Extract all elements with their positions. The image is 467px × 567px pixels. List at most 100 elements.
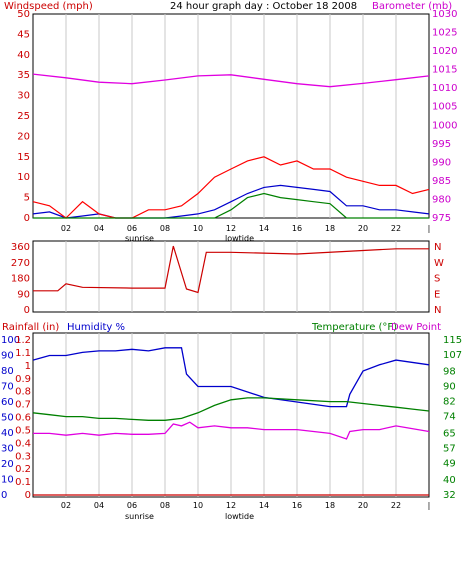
barometer-tick-4: 995 bbox=[432, 139, 451, 150]
rain-tick-4: 0.4 bbox=[15, 438, 31, 449]
wind-tick-2: 10 bbox=[17, 172, 30, 183]
barometer-tick-5: 1000 bbox=[432, 120, 457, 131]
humidity-tick-1: 10 bbox=[1, 475, 14, 486]
lowtide-marker-1: lowtide bbox=[225, 234, 254, 243]
temp-tick-5: 74 bbox=[443, 412, 456, 423]
barometer-tick-7: 1010 bbox=[432, 83, 457, 94]
compass-label-4: N bbox=[434, 305, 441, 316]
p1-x-tick-6: 12 bbox=[226, 224, 236, 233]
barometer-tick-11: 1030 bbox=[432, 9, 457, 20]
wind_low-line bbox=[33, 192, 429, 219]
wind-barometer-series bbox=[32, 73, 430, 219]
temp-humidity-series bbox=[32, 347, 430, 496]
barometer-right-axis: 975 980 985 990 995 1000 1005 1010 1015 1020 1025 1… bbox=[432, 9, 457, 224]
rain-tick-9: 0.9 bbox=[15, 374, 31, 385]
humidity-tick-6: 60 bbox=[1, 397, 14, 408]
temp-tick-7: 90 bbox=[443, 382, 456, 393]
p1-x-tick-11: 22 bbox=[391, 224, 401, 233]
p3-x-tick-2: 04 bbox=[94, 501, 104, 510]
barometer-line bbox=[32, 73, 430, 88]
wind_gust-line bbox=[32, 156, 430, 219]
rain-tick-7: 0.7 bbox=[15, 400, 31, 411]
p1-x-tick-1: 02 bbox=[61, 224, 71, 233]
rain-tick-0: 0 bbox=[25, 490, 31, 501]
humidity-axis: 0 10 20 30 40 50 60 70 80 90 100 bbox=[1, 335, 20, 501]
wind-tick-10: 50 bbox=[17, 9, 30, 20]
humidity-tick-8: 80 bbox=[1, 366, 14, 377]
dewpoint-line bbox=[33, 421, 430, 440]
p3-x-tick-12: | bbox=[428, 501, 431, 510]
p1-x-tick-12: | bbox=[428, 224, 431, 233]
p1-x-tick-4: 08 bbox=[160, 224, 170, 233]
barometer-tick-1: 980 bbox=[432, 194, 451, 205]
wind-tick-6: 30 bbox=[17, 91, 30, 102]
p1-x-tick-7: 14 bbox=[259, 224, 269, 233]
p1-x-tick-3: 06 bbox=[127, 224, 137, 233]
compass-label-1: W bbox=[434, 258, 444, 269]
temp-panel-grid bbox=[65, 333, 397, 497]
wind-tick-4: 20 bbox=[17, 131, 30, 142]
p3-x-tick-10: 20 bbox=[358, 501, 368, 510]
p3-x-tick-3: 06 bbox=[127, 501, 137, 510]
temperature-axis: 32 40 49 57 65 74 82 90 98 107 115 bbox=[443, 335, 462, 501]
p1-x-tick-8: 16 bbox=[292, 224, 302, 233]
barometer-tick-6: 1005 bbox=[432, 102, 457, 113]
rain-tick-5: 0.5 bbox=[15, 425, 31, 436]
p3-x-tick-6: 12 bbox=[226, 501, 236, 510]
wind-tick-7: 35 bbox=[17, 70, 30, 81]
graph-title: 24 hour graph day : October 18 2008 bbox=[170, 1, 357, 12]
p3-x-tick-1: 02 bbox=[61, 501, 71, 510]
wind-panel-grid bbox=[65, 14, 397, 218]
temp-tick-8: 98 bbox=[443, 367, 456, 378]
temp-tick-6: 82 bbox=[443, 397, 456, 408]
rain-tick-11: 1.1 bbox=[15, 348, 31, 359]
barometer-label: Barometer (mb) bbox=[372, 1, 452, 12]
humidity-tick-9: 90 bbox=[1, 351, 14, 362]
rain-tick-8: 0.8 bbox=[15, 387, 31, 398]
direction-tick-2: 180 bbox=[11, 274, 30, 285]
barometer-tick-9: 1020 bbox=[432, 46, 457, 57]
compass-label-3: E bbox=[434, 289, 440, 300]
wind-left-axis: 0 5 10 15 20 25 30 35 40 45 50 bbox=[17, 9, 30, 224]
wind-x-axis: 02 04 06 08 10 12 14 16 18 20 22 | bbox=[61, 224, 430, 233]
wind-tick-0: 0 bbox=[24, 213, 30, 224]
p3-x-tick-11: 22 bbox=[391, 501, 401, 510]
humidity-line bbox=[32, 347, 430, 408]
compass-label-2: S bbox=[434, 274, 440, 285]
direction-tick-0: 0 bbox=[24, 305, 30, 316]
temp-tick-10: 115 bbox=[443, 335, 462, 346]
rain-tick-1: 0.1 bbox=[15, 477, 31, 488]
temp-tick-9: 107 bbox=[443, 350, 462, 361]
p3-x-tick-8: 16 bbox=[292, 501, 302, 510]
temp-tick-2: 49 bbox=[443, 458, 456, 469]
humidity-tick-7: 70 bbox=[1, 382, 14, 393]
lowtide-marker-2: lowtide bbox=[225, 512, 254, 521]
rain-tick-10: 1 bbox=[25, 361, 31, 372]
humidity-tick-2: 20 bbox=[1, 459, 14, 470]
humidity-tick-10: 100 bbox=[1, 335, 20, 346]
wind-tick-5: 25 bbox=[17, 111, 30, 122]
p3-x-tick-4: 08 bbox=[160, 501, 170, 510]
sunrise-marker-1: sunrise bbox=[125, 234, 154, 243]
rain-tick-12: 1.2 bbox=[15, 335, 31, 346]
temperature-label: Temperature (°F) bbox=[311, 322, 397, 333]
rain-tick-2: 0.2 bbox=[15, 464, 31, 475]
direction-series bbox=[33, 245, 429, 294]
direction-tick-3: 270 bbox=[11, 258, 30, 269]
direction-tick-4: 360 bbox=[11, 242, 30, 253]
rain-tick-3: 0.3 bbox=[15, 451, 31, 462]
temp-tick-1: 40 bbox=[443, 475, 456, 486]
humidity-tick-0: 0 bbox=[1, 490, 7, 501]
p1-x-tick-10: 20 bbox=[358, 224, 368, 233]
barometer-tick-3: 990 bbox=[432, 157, 451, 168]
temp-tick-4: 65 bbox=[443, 428, 456, 439]
rainfall-axis: 0 0.1 0.2 0.3 0.4 0.50.6 0.7 0.8 0.9 1 1.1 1.2 bbox=[15, 335, 31, 501]
barometer-tick-8: 1015 bbox=[432, 65, 457, 76]
temperature-line bbox=[32, 397, 430, 421]
dewpoint-label: Dew Point bbox=[391, 322, 441, 333]
direction-tick-1: 90 bbox=[17, 289, 30, 300]
p1-x-tick-9: 18 bbox=[325, 224, 335, 233]
wind-tick-9: 45 bbox=[17, 29, 30, 40]
